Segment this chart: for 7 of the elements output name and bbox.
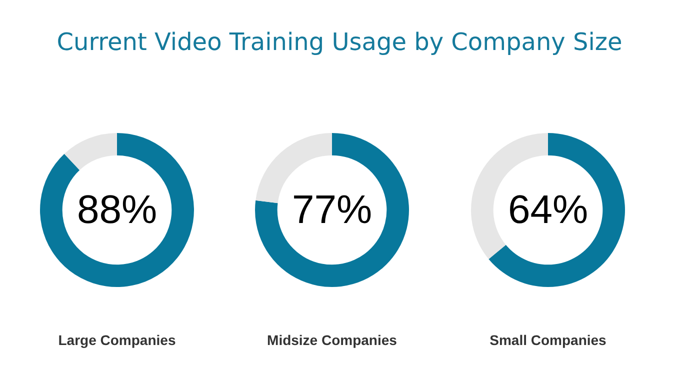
- text: Large Companies: [57, 332, 177, 348]
- text: Midsize Companies: [266, 332, 398, 348]
- data-label: 64%: [508, 188, 588, 232]
- text: Small Companies: [488, 332, 608, 348]
- data-label: 77%: [292, 188, 372, 232]
- text: Current Video Training Usage by Company Size: [56, 28, 624, 56]
- data-label: 88%: [76, 188, 158, 232]
